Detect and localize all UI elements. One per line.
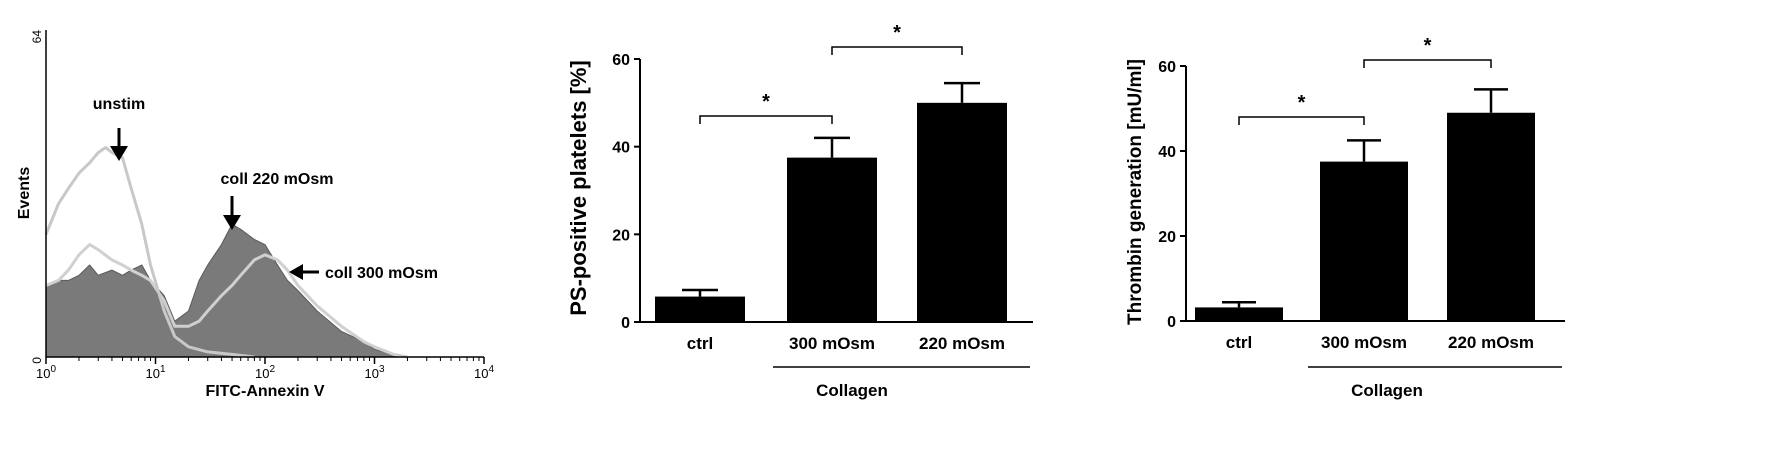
bar-category-label: ctrl — [1226, 333, 1252, 352]
histogram-x-ticks: 100 101 102 103 104 — [36, 357, 494, 381]
bar-category-label: 220 mOsm — [1448, 333, 1534, 352]
significance-star: * — [1424, 35, 1432, 57]
annotation-coll220: coll 220 mOsm — [221, 171, 334, 188]
bar-y-tick-label: 40 — [1158, 144, 1176, 161]
bar-category-label: ctrl — [687, 334, 713, 353]
histogram-panel: 100 101 102 103 104 64 0 Events FITC-Annexin… — [16, 30, 494, 400]
bar-y-tick-label: 20 — [612, 227, 630, 244]
bar — [1447, 112, 1535, 321]
significance-star: * — [762, 91, 770, 113]
thrombin-panel: 0 20 40 60 ctrl 300 mOsm 220 mOsm * * Thrombin g… — [1125, 35, 1565, 400]
histogram-series-2 — [44, 146, 255, 359]
arrow-coll220-head-icon — [223, 215, 241, 230]
bar-y-tick-label: 60 — [1158, 59, 1176, 76]
bar-y-tick-label: 20 — [1158, 229, 1176, 246]
ps-positive-y-label: PS-positive platelets [%] — [566, 60, 591, 316]
bar — [655, 296, 745, 322]
bar — [787, 157, 877, 322]
bar — [1195, 307, 1283, 321]
bar-y-tick-label: 0 — [621, 315, 630, 332]
histogram-series-1 — [45, 243, 408, 359]
significance-bracket — [831, 46, 963, 55]
ps-positive-bars: 0 20 40 60 ctrl 300 mOsm 220 mOsm * * — [612, 22, 1033, 353]
significance-bracket — [1238, 116, 1365, 125]
bar — [917, 102, 1007, 322]
ps-positive-panel: 0 20 40 60 ctrl 300 mOsm 220 mOsm * * PS-positiv… — [566, 22, 1033, 400]
bar-y-tick-label: 60 — [612, 52, 630, 69]
significance-star: * — [1298, 92, 1306, 114]
bar-category-label: 220 mOsm — [919, 334, 1005, 353]
bar — [1320, 161, 1408, 321]
ps-positive-group-label: Collagen — [816, 381, 888, 400]
arrow-unstim-head-icon — [110, 146, 128, 161]
thrombin-group-label: Collagen — [1351, 381, 1423, 400]
significance-star: * — [893, 22, 901, 44]
histogram-x-tick-label: 101 — [145, 364, 165, 381]
arrow-coll300-head-icon — [289, 264, 303, 280]
histogram-x-tick-label: 104 — [474, 364, 494, 381]
histogram-y-tick-max: 64 — [30, 30, 44, 44]
significance-bracket — [699, 115, 833, 124]
bar-category-label: 300 mOsm — [789, 334, 875, 353]
histogram-y-tick-min: 0 — [30, 357, 44, 364]
histogram-x-tick-label: 102 — [255, 364, 275, 381]
histogram-y-label: Events — [16, 167, 33, 220]
histogram-x-tick-label: 100 — [36, 364, 56, 381]
thrombin-y-label: Thrombin generation [mU/ml] — [1125, 59, 1146, 325]
histogram-x-label: FITC-Annexin V — [205, 383, 324, 400]
thrombin-bars: 0 20 40 60 ctrl 300 mOsm 220 mOsm * * — [1158, 35, 1565, 352]
histogram-x-tick-label: 103 — [364, 364, 384, 381]
bar-y-tick-label: 40 — [612, 140, 630, 157]
bar-category-label: 300 mOsm — [1321, 333, 1407, 352]
significance-bracket — [1363, 59, 1492, 68]
bar-y-tick-label: 0 — [1167, 314, 1176, 331]
annotation-coll300: coll 300 mOsm — [325, 265, 438, 282]
histogram-curves — [44, 146, 408, 359]
annotation-unstim: unstim — [93, 96, 145, 113]
